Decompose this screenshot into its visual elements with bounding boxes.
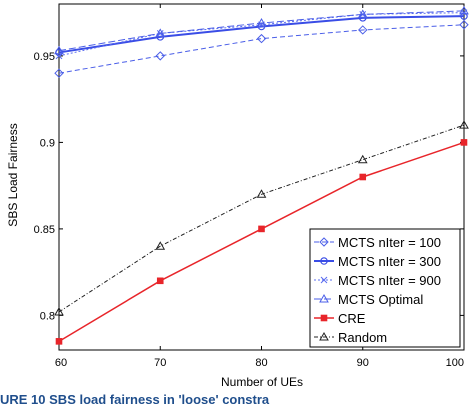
series-4	[54, 5, 469, 55]
data-point	[256, 189, 267, 198]
series-line	[58, 124, 465, 313]
x-tick-label: 80	[255, 357, 267, 369]
data-point	[460, 139, 468, 146]
legend-label: Random	[338, 330, 387, 345]
x-tick-label: 70	[154, 357, 166, 369]
legend: MCTS nIter = 100 MCTS nIter = 300 MCTS nIt…	[309, 228, 461, 348]
data-point	[54, 45, 64, 55]
legend-marker	[319, 331, 329, 341]
legend-entry: MCTS nIter = 100	[314, 235, 441, 250]
legend-entry: MCTS nIter = 900	[314, 273, 441, 288]
legend-marker	[319, 237, 329, 247]
data-point	[358, 25, 368, 35]
data-point	[155, 51, 165, 61]
data-point	[54, 68, 64, 78]
data-point	[55, 338, 63, 345]
data-point	[156, 277, 164, 285]
legend-entry: Random	[314, 330, 387, 345]
series-5	[55, 139, 468, 345]
data-point	[155, 28, 166, 37]
series-1	[54, 20, 469, 78]
data-point	[54, 306, 64, 316]
series-layer	[54, 5, 469, 345]
legend-label: MCTS nIter = 300	[338, 254, 441, 269]
y-axis-label: SBS Load Fairness	[6, 123, 20, 226]
x-axis-label: Number of UEs	[221, 375, 303, 389]
data-point	[256, 33, 267, 44]
legend-marker	[320, 314, 328, 322]
figure-caption: URE 10 SBS load fairness in 'loose' cons…	[0, 392, 270, 407]
x-tick-label: 90	[357, 357, 369, 369]
y-tick-label: 0.85	[34, 224, 55, 236]
legend-entry: MCTS nIter = 300	[314, 254, 441, 269]
y-tick-label: 0.95	[34, 51, 55, 63]
data-point	[459, 20, 469, 30]
x-tick-label: 60	[55, 357, 67, 369]
data-point	[357, 9, 368, 18]
legend-label: CRE	[338, 311, 366, 326]
y-tick-label: 0.9	[40, 137, 55, 149]
legend-marker	[320, 276, 328, 284]
legend-label: MCTS nIter = 900	[338, 273, 441, 288]
legend-box	[309, 228, 461, 348]
legend-entry: MCTS Optimal	[314, 292, 423, 307]
data-point	[155, 241, 166, 250]
series-line	[58, 10, 465, 52]
data-point	[258, 225, 265, 233]
legend-label: MCTS Optimal	[338, 292, 423, 307]
legend-label: MCTS nIter = 100	[338, 235, 441, 250]
y-tick-label: 0.8	[40, 310, 55, 322]
legend-marker	[319, 293, 329, 303]
data-point	[256, 18, 267, 27]
data-point	[359, 173, 367, 181]
series-6	[54, 120, 469, 316]
data-point	[459, 120, 469, 129]
series-line	[58, 24, 465, 74]
legend-entry: CRE	[314, 311, 366, 326]
legend-marker	[320, 257, 328, 265]
data-point	[357, 154, 368, 164]
x-tick-label: 100	[446, 357, 464, 369]
data-point	[459, 5, 469, 15]
